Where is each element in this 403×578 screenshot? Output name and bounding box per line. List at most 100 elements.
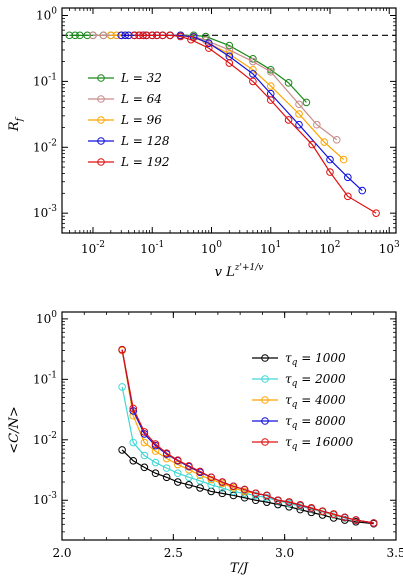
chart1-legend-rest: = 4000: [297, 393, 346, 407]
chart1-data-point: [285, 498, 293, 506]
chart0-data-point: [266, 82, 275, 90]
chart1-legend-marker: [261, 375, 269, 383]
chart1-legend-rest: = 1000: [297, 351, 346, 365]
chart0-data-point: [176, 32, 185, 41]
chart0-data-point: [124, 31, 133, 40]
chart0-ytick-label-exp: -2: [48, 138, 57, 148]
chart0-data-point: [76, 31, 84, 40]
chart1-data-point: [318, 507, 327, 515]
chart1-data-point: [129, 456, 138, 465]
chart1-legend-tau: τ: [285, 435, 292, 449]
chart1-legend-marker: [261, 417, 269, 425]
chart0-legend-label: L = 32: [120, 71, 162, 85]
chart1-xtick-label: 3.5: [386, 546, 403, 560]
chart1-data-point: [185, 481, 193, 489]
chart0-data-point: [166, 31, 174, 40]
chart0-xtick-label: 100: [201, 240, 222, 256]
chart0-xtick-label-exp: 3: [394, 240, 400, 250]
chart1-data-point: [129, 404, 138, 413]
chart0-data-point: [295, 100, 303, 109]
chart0-data-point: [339, 155, 348, 164]
chart1-data-point: [207, 475, 215, 484]
chart0-legend-label: L = 128: [120, 134, 170, 148]
chart0-data-point: [326, 168, 334, 176]
chart1-legend-sub: q: [292, 358, 298, 368]
chart0-ytick-label-base: 10: [33, 74, 48, 88]
chart1-data-point: [140, 438, 149, 447]
chart1-series-line: [121, 449, 374, 525]
chart0-data-point: [135, 31, 143, 40]
chart0-xtick-label-exp: -2: [96, 240, 105, 250]
chart1-ytick-label: 10-2: [33, 431, 57, 447]
chart0-data-point: [204, 39, 213, 47]
chart0-xtick-label: 103: [379, 240, 400, 256]
chart1-ylabel: <C/N>: [7, 406, 22, 454]
chart1-data-point: [129, 438, 138, 447]
chart1-data-point: [251, 491, 260, 500]
chart0-data-point: [372, 209, 380, 217]
chart0-xtick-label-exp: 1: [276, 240, 282, 250]
chart0-data-point: [153, 31, 161, 40]
chart1-legend-label: τq = 4000: [285, 393, 346, 410]
chart1-data-point: [274, 496, 282, 505]
chart1-xlabel: T/J: [230, 561, 249, 576]
chart0-data-point: [308, 140, 316, 149]
chart0-ytick-label-exp: 0: [51, 7, 57, 17]
chart1-legend-label: τq = 2000: [285, 372, 346, 389]
chart1-data-point: [151, 458, 160, 467]
chart0-data-point: [313, 120, 321, 129]
chart0-data-point: [142, 31, 151, 40]
chart0-data-point: [187, 35, 195, 44]
chart1-data-point: [207, 481, 215, 489]
chart1-data-point: [151, 440, 160, 448]
chart0-data-point: [266, 67, 275, 76]
chart0-ytick-label-base: 10: [33, 140, 48, 154]
chart1-legend-tau: τ: [285, 414, 292, 428]
chart1-data-point: [173, 469, 182, 478]
chart1-legend-marker: [261, 438, 269, 446]
chart1-xtick-label: 2.0: [52, 546, 71, 560]
chart0-xtick-label-exp: 2: [335, 240, 341, 250]
chart0-ytick-label: 10-3: [33, 204, 57, 220]
chart1-data-point: [240, 485, 249, 494]
chart0-data-point: [204, 44, 213, 52]
chart0-xtick-label-exp: -1: [155, 240, 164, 250]
chart0-data-point: [130, 31, 139, 40]
chart0-data-point: [320, 138, 329, 146]
chart1-data-point: [140, 428, 149, 436]
chart0-legend-label: L = 64: [120, 92, 162, 106]
chart0-data-point: [266, 96, 275, 104]
chart1-data-point: [151, 469, 160, 478]
chart1-series-line: [121, 349, 374, 524]
chart1-data-point: [307, 504, 316, 512]
chart1-ytick-label-base: 10: [33, 433, 48, 447]
chart1-legend-rest: = 8000: [297, 414, 346, 428]
chart1-data-point: [369, 519, 378, 527]
chart0-xtick-label-base: 10: [319, 242, 334, 256]
chart1-data-point: [140, 451, 149, 460]
chart0-data-point: [121, 31, 130, 40]
chart1-ytick-label-exp: -1: [48, 370, 57, 380]
chart0-data-point: [284, 79, 293, 87]
chart1-data-point: [218, 489, 227, 498]
chart0-xtick-label: 101: [260, 240, 281, 256]
chart1-ytick-label: 10-3: [33, 491, 57, 507]
chart0-xlabel: v Lz'+1/v: [215, 263, 264, 280]
chart1-ytick-label-exp: -3: [48, 491, 57, 501]
chart1-data-point: [218, 484, 227, 492]
chart1-data-point: [229, 482, 238, 491]
chart0-data-point: [358, 186, 367, 195]
chart1-data-point: [118, 383, 126, 391]
chart1-legend-tau: τ: [285, 393, 292, 407]
chart0-legend-marker: [97, 74, 105, 82]
chart1-legend-label: τq = 8000: [285, 414, 346, 431]
chart0-xtick-label-exp: 0: [216, 240, 222, 250]
chart0-xtick-label-base: 10: [81, 242, 96, 256]
chart0-ytick-label-exp: -3: [48, 204, 57, 214]
chart1-legend-rest: = 2000: [297, 372, 346, 386]
chart0-data-point: [148, 31, 157, 40]
chart1-data-point: [352, 516, 360, 524]
chart0-data-point: [302, 98, 311, 107]
chart1-data-point: [162, 473, 171, 482]
